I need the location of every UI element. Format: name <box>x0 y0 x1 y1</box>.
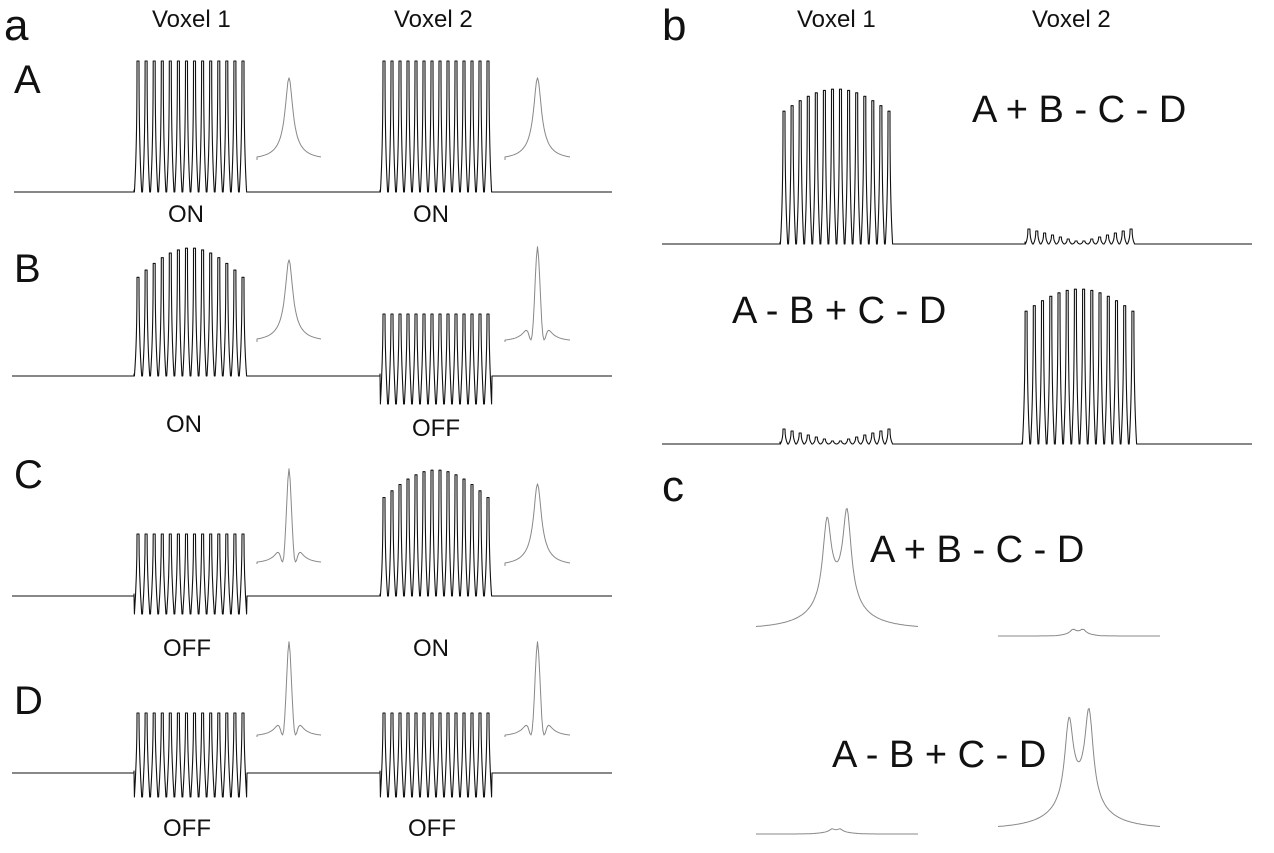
state-a-voxel1: ON <box>168 201 204 228</box>
trace-row-a <box>14 60 612 193</box>
state-c-voxel2: ON <box>413 635 449 662</box>
header-voxel1-a: Voxel 1 <box>152 6 231 33</box>
trace-row-b <box>12 247 612 405</box>
spectrum-b-voxel1 <box>256 259 322 342</box>
trace-row-d <box>12 712 612 798</box>
spectrum-c-sum1-voxel2 <box>998 628 1160 637</box>
trace-b-sum2 <box>662 288 1252 445</box>
state-b-voxel1: ON <box>166 411 202 438</box>
state-d-voxel1: OFF <box>163 815 211 842</box>
spectrum-c-sum1-voxel1 <box>755 507 919 627</box>
state-d-voxel2: OFF <box>408 815 456 842</box>
header-voxel2-a: Voxel 2 <box>394 6 473 33</box>
panel-label-c: c <box>662 462 684 511</box>
row-label-a: A <box>14 58 41 102</box>
state-b-voxel2: OFF <box>412 415 460 442</box>
panel-label-a: a <box>4 1 29 50</box>
panel-label-b: b <box>662 1 687 50</box>
formula-c-sum1: A + B - C - D <box>870 529 1085 571</box>
spectrum-d-voxel1 <box>256 641 322 737</box>
formula-b-sum2: A - B + C - D <box>732 290 947 332</box>
header-voxel1-b: Voxel 1 <box>797 6 876 33</box>
spectrum-c-sum2-voxel2 <box>997 707 1161 827</box>
spectrum-c-voxel1 <box>256 468 322 564</box>
spectrum-b-voxel2 <box>504 246 571 342</box>
header-voxel2-b: Voxel 2 <box>1032 6 1111 33</box>
spectrum-d-voxel2 <box>504 641 571 737</box>
formula-c-sum2: A - B + C - D <box>832 734 1047 776</box>
spectrum-a-voxel1 <box>256 77 322 160</box>
state-a-voxel2: ON <box>413 201 449 228</box>
spectrum-c-voxel2 <box>504 483 571 566</box>
spectrum-a-voxel2 <box>504 77 571 160</box>
row-label-c: C <box>14 453 43 497</box>
formula-b-sum1: A + B - C - D <box>972 89 1187 131</box>
trace-row-c <box>12 469 612 615</box>
row-label-d: D <box>14 679 43 723</box>
state-c-voxel1: OFF <box>163 635 211 662</box>
spectrum-c-sum2-voxel1 <box>756 828 918 835</box>
row-label-b: B <box>14 247 41 291</box>
trace-b-sum1 <box>662 88 1252 245</box>
